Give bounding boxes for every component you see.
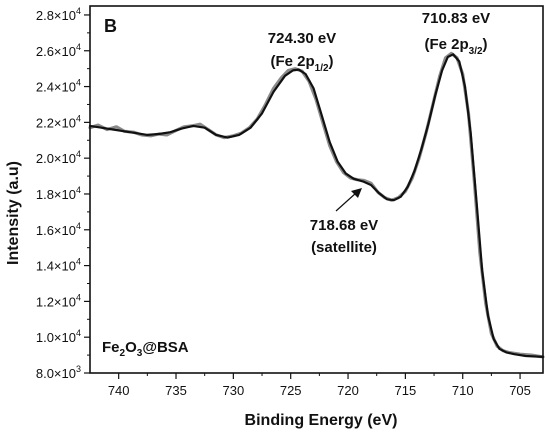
sample-label: Fe2O3@BSA: [102, 339, 189, 359]
y-tick-label: 1.6×104: [36, 221, 81, 238]
y-axis-ticks: 8.0×103 1.0×104 1.2×104 1.4×104 1.6×104 1.8×1…: [36, 6, 90, 381]
y-tick-label: 2.0×104: [36, 149, 81, 166]
x-tick-label: 710: [452, 383, 474, 398]
panel-label: B: [104, 16, 117, 36]
x-axis-title: Binding Energy (eV): [245, 412, 398, 429]
y-tick-label: 2.6×104: [36, 42, 81, 59]
x-axis-ticks: 740 735 730 725 720 715 710 705: [108, 373, 531, 398]
x-tick-label: 730: [223, 383, 245, 398]
annotation-fe2p12-label: (Fe 2p1/2): [270, 53, 333, 74]
plot-frame: [89, 5, 544, 374]
satellite-arrow-line: [335, 192, 357, 212]
annotation-satellite-energy: 718.68 eV: [310, 217, 378, 234]
annotation-fe2p32-label: (Fe 2p3/2): [424, 36, 487, 57]
x-tick-label: 715: [395, 383, 417, 398]
annotation-fe2p12-energy: 724.30 eV: [268, 30, 336, 47]
y-tick-label: 8.0×103: [36, 364, 81, 381]
y-tick-label: 2.8×104: [36, 6, 81, 23]
x-tick-label: 705: [509, 383, 531, 398]
annotation-fe2p32-energy: 710.83 eV: [422, 10, 490, 27]
y-tick-label: 1.2×104: [36, 292, 81, 309]
y-axis-title: Intensity (a.u): [5, 161, 22, 265]
annotation-satellite-label: (satellite): [311, 239, 377, 256]
x-tick-label: 735: [165, 383, 187, 398]
x-tick-label: 740: [108, 383, 130, 398]
fit-curve-line: [88, 53, 545, 358]
x-tick-label: 720: [337, 383, 359, 398]
y-tick-label: 2.2×104: [36, 113, 81, 130]
fit-curve-layer: [88, 53, 545, 358]
y-tick-label: 1.4×104: [36, 257, 81, 274]
y-tick-label: 1.0×104: [36, 328, 81, 345]
satellite-arrow-head: [351, 188, 362, 198]
y-tick-label: 1.8×104: [36, 185, 81, 202]
x-tick-label: 725: [280, 383, 302, 398]
y-tick-label: 2.4×104: [36, 78, 81, 95]
